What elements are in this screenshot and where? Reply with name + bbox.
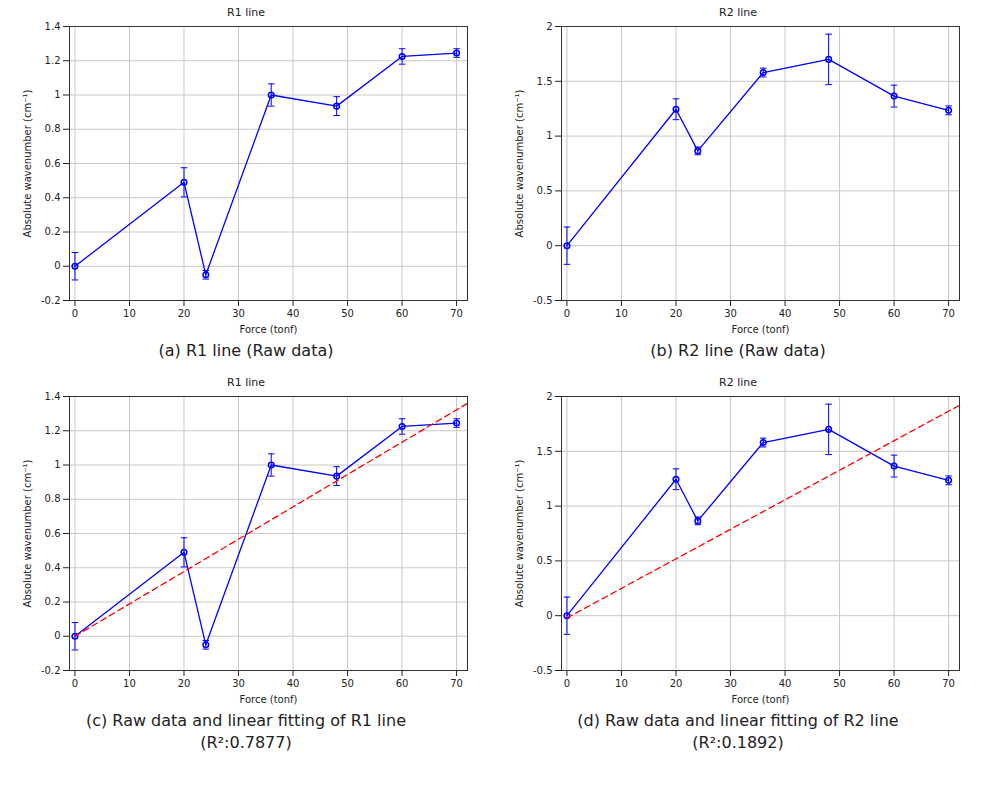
svg-text:0.8: 0.8 (45, 493, 61, 504)
svg-text:0: 0 (564, 308, 570, 319)
html-text:R1 line: R1 line (227, 376, 265, 389)
svg-text:30: 30 (724, 678, 737, 689)
svg-text:70: 70 (450, 678, 463, 689)
svg-text:Absolute wavenumber (cm⁻¹): Absolute wavenumber (cm⁻¹) (514, 90, 525, 238)
svg-text:Force (tonf): Force (tonf) (240, 324, 298, 335)
svg-text:1.4: 1.4 (45, 391, 61, 402)
svg-text:-0.5: -0.5 (533, 665, 553, 676)
html-text:(b) R2 line (Raw data): (b) R2 line (Raw data) (650, 341, 826, 360)
svg-text:50: 50 (833, 308, 846, 319)
svg-text:0: 0 (72, 678, 78, 689)
svg-text:40: 40 (287, 678, 300, 689)
svg-text:70: 70 (450, 308, 463, 319)
svg-text:60: 60 (888, 308, 901, 319)
svg-text:0: 0 (564, 678, 570, 689)
svg-text:0.8: 0.8 (45, 123, 61, 134)
svg-text:40: 40 (779, 678, 792, 689)
svg-text:2: 2 (546, 391, 552, 402)
svg-text:Force (tonf): Force (tonf) (240, 694, 298, 705)
svg-text:60: 60 (888, 678, 901, 689)
svg-text:0.5: 0.5 (537, 555, 553, 566)
svg-text:1.2: 1.2 (45, 425, 61, 436)
svg-text:1.4: 1.4 (45, 21, 61, 32)
html-text:(c) Raw data and linear fittin: (c) Raw data and linear fitting of R1 li… (86, 711, 406, 730)
svg-text:10: 10 (615, 678, 628, 689)
svg-text:-0.2: -0.2 (41, 295, 61, 306)
svg-text:0.6: 0.6 (45, 528, 61, 539)
svg-text:0.2: 0.2 (45, 226, 61, 237)
svg-text:10: 10 (123, 308, 136, 319)
svg-text:40: 40 (287, 308, 300, 319)
html-text:(R²:0.1892): (R²:0.1892) (692, 733, 784, 752)
svg-text:-0.2: -0.2 (41, 665, 61, 676)
svg-text:Absolute wavenumber (cm⁻¹): Absolute wavenumber (cm⁻¹) (22, 460, 33, 608)
html-text:(a) R1 line (Raw data): (a) R1 line (Raw data) (158, 341, 334, 360)
svg-text:1.5: 1.5 (537, 446, 553, 457)
svg-text:10: 10 (123, 678, 136, 689)
svg-text:0.4: 0.4 (45, 192, 61, 203)
svg-text:0.5: 0.5 (537, 185, 553, 196)
svg-text:60: 60 (396, 678, 409, 689)
svg-text:40: 40 (779, 308, 792, 319)
svg-text:1: 1 (546, 130, 552, 141)
svg-text:60: 60 (396, 308, 409, 319)
svg-text:Absolute wavenumber (cm⁻¹): Absolute wavenumber (cm⁻¹) (22, 90, 33, 238)
html-text:R2 line: R2 line (719, 376, 757, 389)
svg-text:0: 0 (546, 240, 552, 251)
svg-text:20: 20 (178, 678, 191, 689)
svg-text:30: 30 (232, 678, 245, 689)
html-text:R2 line: R2 line (719, 6, 757, 19)
svg-text:70: 70 (942, 308, 955, 319)
svg-text:0.2: 0.2 (45, 596, 61, 607)
svg-text:20: 20 (670, 308, 683, 319)
svg-text:20: 20 (670, 678, 683, 689)
svg-text:0.6: 0.6 (45, 158, 61, 169)
svg-text:30: 30 (724, 308, 737, 319)
svg-text:1: 1 (546, 500, 552, 511)
svg-text:Force (tonf): Force (tonf) (732, 324, 790, 335)
svg-text:10: 10 (615, 308, 628, 319)
svg-text:50: 50 (833, 678, 846, 689)
svg-text:50: 50 (341, 308, 354, 319)
svg-text:0: 0 (546, 610, 552, 621)
svg-text:1.2: 1.2 (45, 55, 61, 66)
html-text:(R²:0.7877): (R²:0.7877) (200, 733, 292, 752)
svg-text:30: 30 (232, 308, 245, 319)
svg-text:1.5: 1.5 (537, 76, 553, 87)
svg-text:2: 2 (546, 21, 552, 32)
svg-text:70: 70 (942, 678, 955, 689)
svg-text:1: 1 (54, 459, 60, 470)
html-text:R1 line: R1 line (227, 6, 265, 19)
svg-text:-0.5: -0.5 (533, 295, 553, 306)
svg-text:20: 20 (178, 308, 191, 319)
svg-text:Force (tonf): Force (tonf) (732, 694, 790, 705)
svg-text:Absolute wavenumber (cm⁻¹): Absolute wavenumber (cm⁻¹) (514, 460, 525, 608)
svg-text:0: 0 (54, 630, 60, 641)
html-text:(d) Raw data and linear fittin: (d) Raw data and linear fitting of R2 li… (577, 711, 899, 730)
svg-text:1: 1 (54, 89, 60, 100)
svg-text:0.4: 0.4 (45, 562, 61, 573)
svg-text:0: 0 (72, 308, 78, 319)
svg-text:50: 50 (341, 678, 354, 689)
svg-text:0: 0 (54, 260, 60, 271)
